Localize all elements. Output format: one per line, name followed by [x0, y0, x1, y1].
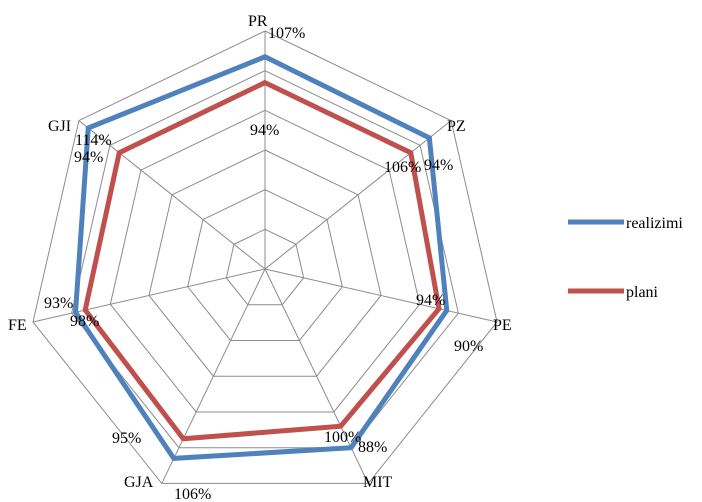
gridline-60: [148, 149, 382, 377]
axis-labels: PR PZ PE MIT GJA FE GJI: [8, 13, 512, 491]
data-label-realizimi-fe: 98%: [70, 313, 99, 330]
data-label-plani-pe: 90%: [454, 338, 483, 355]
data-label-plani-mit: 88%: [358, 439, 387, 456]
data-label-realizimi-gja: 106%: [174, 486, 211, 502]
data-label-realizimi-mit: 100%: [324, 429, 361, 446]
gridline-40: [187, 189, 343, 341]
series-line-plani: [82, 79, 442, 442]
gridline-80: [109, 109, 421, 413]
gridline-100: [71, 70, 459, 449]
legend-label-realizimi: realizimi: [626, 215, 683, 232]
axis-label-pe: PE: [493, 317, 512, 334]
data-label-realizimi-pr: 107%: [268, 25, 305, 42]
axis-label-pz: PZ: [447, 118, 466, 135]
axis-label-mit: MIT: [363, 474, 393, 491]
data-label-realizimi-gji: 114%: [75, 132, 112, 149]
radar-series: [72, 54, 450, 461]
data-label-plani-gja: 95%: [112, 430, 141, 447]
axis-label-gji: GJI: [48, 118, 71, 135]
data-label-realizimi-pz: 106%: [384, 159, 421, 176]
gridline-20: [225, 228, 305, 306]
data-labels: 107%106%94%100%106%98%114%94%94%90%88%95…: [44, 25, 483, 502]
gridline-120: [32, 30, 498, 484]
legend: realizimi plani: [568, 215, 683, 301]
spoke-pe: [264, 268, 498, 323]
spoke-fe: [32, 268, 266, 323]
spoke-gji: [78, 120, 266, 270]
radar-grid: [32, 30, 498, 484]
spoke-gja: [161, 268, 266, 484]
data-label-plani-pz: 94%: [424, 157, 453, 174]
axis-label-gja: GJA: [124, 474, 154, 491]
axis-label-pr: PR: [248, 13, 268, 30]
spoke-pz: [264, 120, 452, 270]
data-label-plani-gji: 94%: [74, 149, 103, 166]
axis-label-fe: FE: [8, 317, 27, 334]
data-label-realizimi-pe: 94%: [416, 292, 445, 309]
data-label-plani-fe: 93%: [44, 295, 73, 312]
legend-label-plani: plani: [626, 284, 659, 301]
series-line-realizimi: [72, 54, 450, 461]
data-label-plani-pr: 94%: [250, 122, 279, 139]
